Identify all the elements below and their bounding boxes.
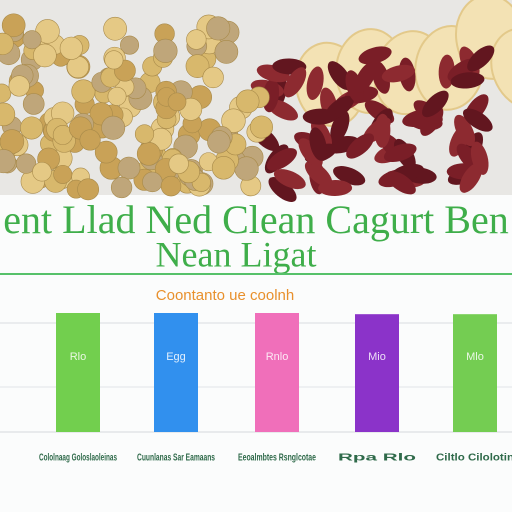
x-tick-label: Cuunlanas Sar Eamaans	[137, 453, 215, 464]
chickpea	[103, 16, 128, 41]
bean	[346, 133, 375, 159]
bar-label: Mio	[368, 351, 386, 363]
bean	[354, 62, 377, 93]
bean	[273, 169, 306, 190]
chickpea	[0, 83, 12, 103]
chickpea	[22, 30, 42, 50]
chart-title: ent Llad Ned Clean Cagurt Ben	[3, 197, 508, 242]
bean	[450, 72, 485, 89]
chickpea	[77, 178, 100, 201]
bean	[283, 67, 307, 98]
chickpea	[250, 115, 273, 139]
chickpea	[117, 156, 141, 180]
chickpea	[33, 43, 57, 68]
chickpea	[8, 75, 30, 97]
bean	[467, 45, 495, 72]
chickpea	[110, 176, 133, 199]
chickpea	[235, 89, 260, 114]
chickpea	[94, 140, 118, 164]
chickpea	[211, 156, 236, 180]
bean	[309, 127, 327, 161]
chickpea	[20, 116, 44, 140]
bar	[355, 314, 399, 432]
chickpea	[206, 16, 231, 41]
chickpea	[0, 102, 16, 127]
chickpea	[101, 115, 126, 140]
chickpea	[168, 153, 189, 174]
bar	[453, 314, 497, 432]
bar-label: Egg	[166, 351, 186, 363]
chickpea	[167, 92, 187, 112]
bean	[298, 138, 323, 167]
annotation: Coontanto ue coolnh	[156, 287, 294, 304]
bar-label: Mlo	[466, 351, 484, 363]
photo	[0, 0, 512, 202]
chickpea	[136, 142, 161, 166]
chickpea	[153, 38, 178, 63]
bean	[383, 143, 417, 163]
bean	[304, 161, 333, 187]
bean	[266, 148, 297, 171]
x-tick-label: Eeoalmbtes Rsnglcotae	[238, 453, 316, 464]
chickpea	[0, 149, 16, 174]
bar	[255, 313, 299, 432]
bean	[268, 177, 297, 202]
chickpea	[185, 54, 210, 78]
chickpea	[214, 40, 239, 64]
chickpea	[160, 175, 182, 197]
chickpea	[207, 130, 231, 154]
chickpea	[71, 79, 96, 104]
chart-subtitle: Nean Ligat	[156, 234, 317, 274]
bean	[381, 64, 416, 83]
bean	[302, 108, 337, 125]
chickpea	[142, 171, 163, 193]
bean	[459, 162, 483, 193]
bar	[154, 313, 198, 432]
bean	[306, 66, 324, 100]
bar	[56, 313, 100, 432]
chickpea	[32, 161, 52, 182]
chickpea	[79, 129, 101, 151]
bean	[422, 90, 449, 118]
x-tick-label: Rpa Rlo	[338, 453, 416, 464]
bean	[358, 46, 392, 65]
bean	[374, 113, 391, 148]
chickpea	[202, 66, 224, 89]
chickpea	[59, 36, 83, 60]
bean	[454, 114, 476, 147]
chickpea	[53, 164, 73, 184]
bar-label: Rnlo	[266, 351, 289, 363]
chickpea	[221, 108, 246, 133]
chickpea	[104, 50, 124, 70]
bar-label: Rlo	[70, 351, 87, 363]
bean	[462, 108, 493, 132]
apple-slice	[490, 27, 512, 111]
chickpea	[1, 13, 26, 38]
chickpea	[22, 93, 45, 115]
bean	[386, 170, 416, 195]
chickpea	[107, 86, 127, 106]
chickpea	[134, 124, 155, 144]
x-tick-label: Cololnaag Goloslaoleinas	[39, 453, 117, 464]
chickpea	[186, 29, 207, 50]
chickpea	[0, 32, 14, 56]
x-tick-label: Ciltlo Cilolotin	[436, 453, 512, 464]
bean	[318, 180, 353, 197]
chickpea	[120, 35, 140, 55]
